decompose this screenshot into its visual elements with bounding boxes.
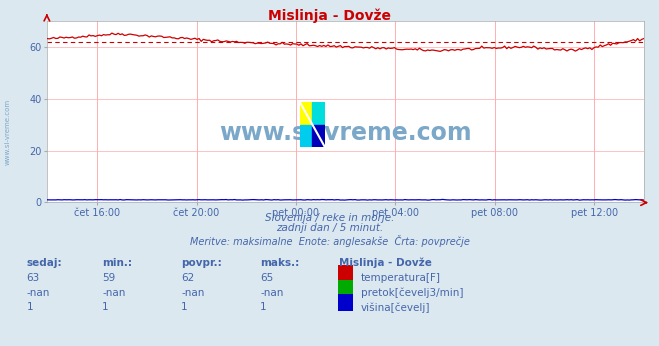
Bar	[300, 125, 312, 147]
Bar	[312, 102, 325, 125]
Text: Meritve: maksimalne  Enote: anglesakše  Črta: povprečje: Meritve: maksimalne Enote: anglesakše Čr…	[190, 235, 469, 247]
Text: 1: 1	[26, 302, 33, 312]
Text: 63: 63	[26, 273, 40, 283]
Bar	[300, 102, 312, 125]
Text: 1: 1	[260, 302, 267, 312]
Text: Slovenija / reke in morje.: Slovenija / reke in morje.	[265, 213, 394, 223]
Text: temperatura[F]: temperatura[F]	[361, 273, 441, 283]
Text: maks.:: maks.:	[260, 258, 300, 268]
Bar	[312, 125, 325, 147]
Text: 62: 62	[181, 273, 194, 283]
Text: pretok[čevelj3/min]: pretok[čevelj3/min]	[361, 288, 464, 298]
Text: višina[čevelj]: višina[čevelj]	[361, 302, 430, 313]
Text: 59: 59	[102, 273, 115, 283]
Text: Mislinja - Dovže: Mislinja - Dovže	[268, 9, 391, 23]
Text: -nan: -nan	[26, 288, 49, 298]
Text: -nan: -nan	[181, 288, 204, 298]
Text: 1: 1	[102, 302, 109, 312]
Text: sedaj:: sedaj:	[26, 258, 62, 268]
Text: -nan: -nan	[102, 288, 125, 298]
Text: -nan: -nan	[260, 288, 283, 298]
Text: povpr.:: povpr.:	[181, 258, 222, 268]
Text: www.si-vreme.com: www.si-vreme.com	[5, 98, 11, 165]
Text: Mislinja - Dovže: Mislinja - Dovže	[339, 258, 432, 268]
Text: min.:: min.:	[102, 258, 132, 268]
Text: zadnji dan / 5 minut.: zadnji dan / 5 minut.	[276, 223, 383, 233]
Text: www.si-vreme.com: www.si-vreme.com	[219, 121, 472, 145]
Text: 1: 1	[181, 302, 188, 312]
Text: 65: 65	[260, 273, 273, 283]
